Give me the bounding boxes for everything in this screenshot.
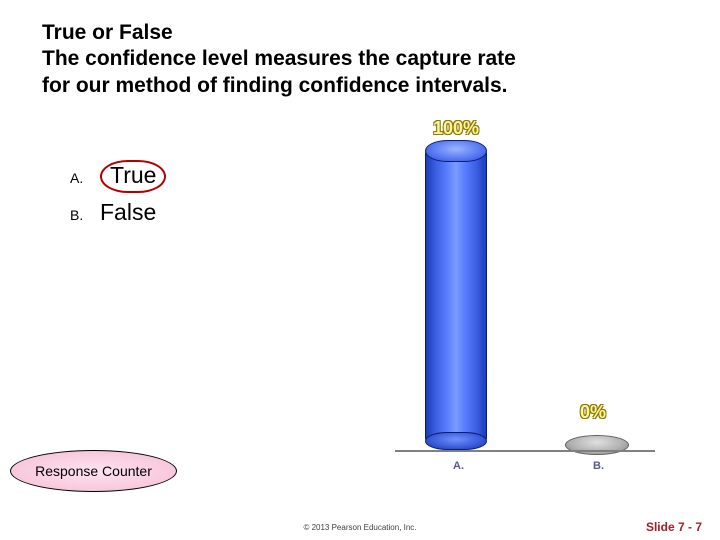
response-counter[interactable]: Response Counter	[10, 450, 177, 492]
copyright-text: © 2013 Pearson Education, Inc.	[0, 523, 720, 532]
slide-number: Slide 7 - 7	[646, 520, 702, 534]
option-a[interactable]: A. True	[70, 160, 166, 193]
bar-a-value-label: 100%	[433, 118, 479, 139]
response-counter-label: Response Counter	[35, 463, 152, 479]
option-b[interactable]: B. False	[70, 199, 166, 226]
options-list: A. True B. False	[70, 160, 166, 232]
bar-b-value-label: 0%	[580, 402, 606, 423]
slide: True or False The confidence level measu…	[0, 0, 720, 540]
axis-label-b: B.	[593, 460, 604, 472]
question-line-2: The confidence level measures the captur…	[42, 47, 516, 70]
question-line-1: True or False	[42, 21, 173, 44]
response-chart: 100% 0% A. B.	[395, 120, 655, 460]
option-a-text: True	[100, 160, 166, 193]
bar-b	[565, 435, 629, 455]
axis-label-a: A.	[453, 460, 464, 472]
bar-a	[425, 140, 487, 450]
chart-axis	[395, 450, 655, 452]
option-b-text: False	[100, 199, 156, 226]
question-text: True or False The confidence level measu…	[42, 20, 642, 99]
option-a-letter: A.	[70, 170, 100, 186]
question-line-3: for our method of finding confidence int…	[42, 74, 508, 97]
option-b-letter: B.	[70, 207, 100, 223]
